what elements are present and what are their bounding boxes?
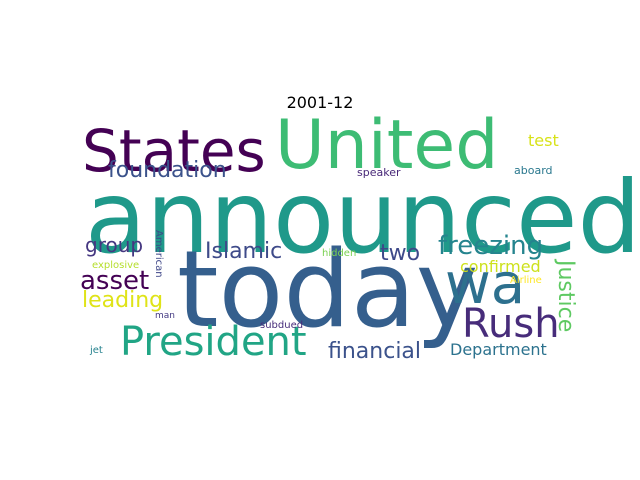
word-aboard: aboard bbox=[514, 164, 553, 177]
word-speaker: speaker bbox=[357, 166, 401, 179]
word-cloud: United States announced today wa President Rus… bbox=[80, 112, 640, 370]
word-united: United bbox=[275, 106, 499, 185]
word-test: test bbox=[528, 131, 559, 150]
word-man: man bbox=[155, 311, 175, 321]
word-states: States bbox=[82, 117, 266, 185]
word-justice: Justice bbox=[553, 260, 578, 333]
word-freezing: freezing bbox=[438, 231, 544, 261]
word-two: two bbox=[380, 241, 421, 266]
word-airline: Airline bbox=[510, 275, 542, 286]
word-islamic: Islamic bbox=[205, 239, 283, 264]
word-explosive: explosive bbox=[92, 260, 140, 271]
word-asset: asset bbox=[80, 266, 150, 296]
word-leading: leading bbox=[82, 288, 164, 313]
word-confirmed: confirmed bbox=[460, 257, 541, 276]
word-subdued: subdued bbox=[260, 320, 304, 331]
word-wa: wa bbox=[445, 252, 526, 317]
figure-title: 2001-12 bbox=[286, 93, 354, 112]
word-jet: jet bbox=[90, 345, 103, 356]
word-hidden: hidden bbox=[322, 248, 357, 259]
word-foundation: foundation bbox=[108, 158, 227, 183]
word-group: group bbox=[85, 233, 144, 257]
word-department: Department bbox=[450, 340, 547, 359]
word-rush: Rush bbox=[462, 301, 560, 347]
word-financial: financial bbox=[328, 339, 422, 364]
word-president: President bbox=[120, 319, 307, 365]
word-announced: announced bbox=[85, 159, 640, 276]
word-american: American bbox=[153, 230, 164, 278]
word-today: today bbox=[177, 228, 479, 351]
